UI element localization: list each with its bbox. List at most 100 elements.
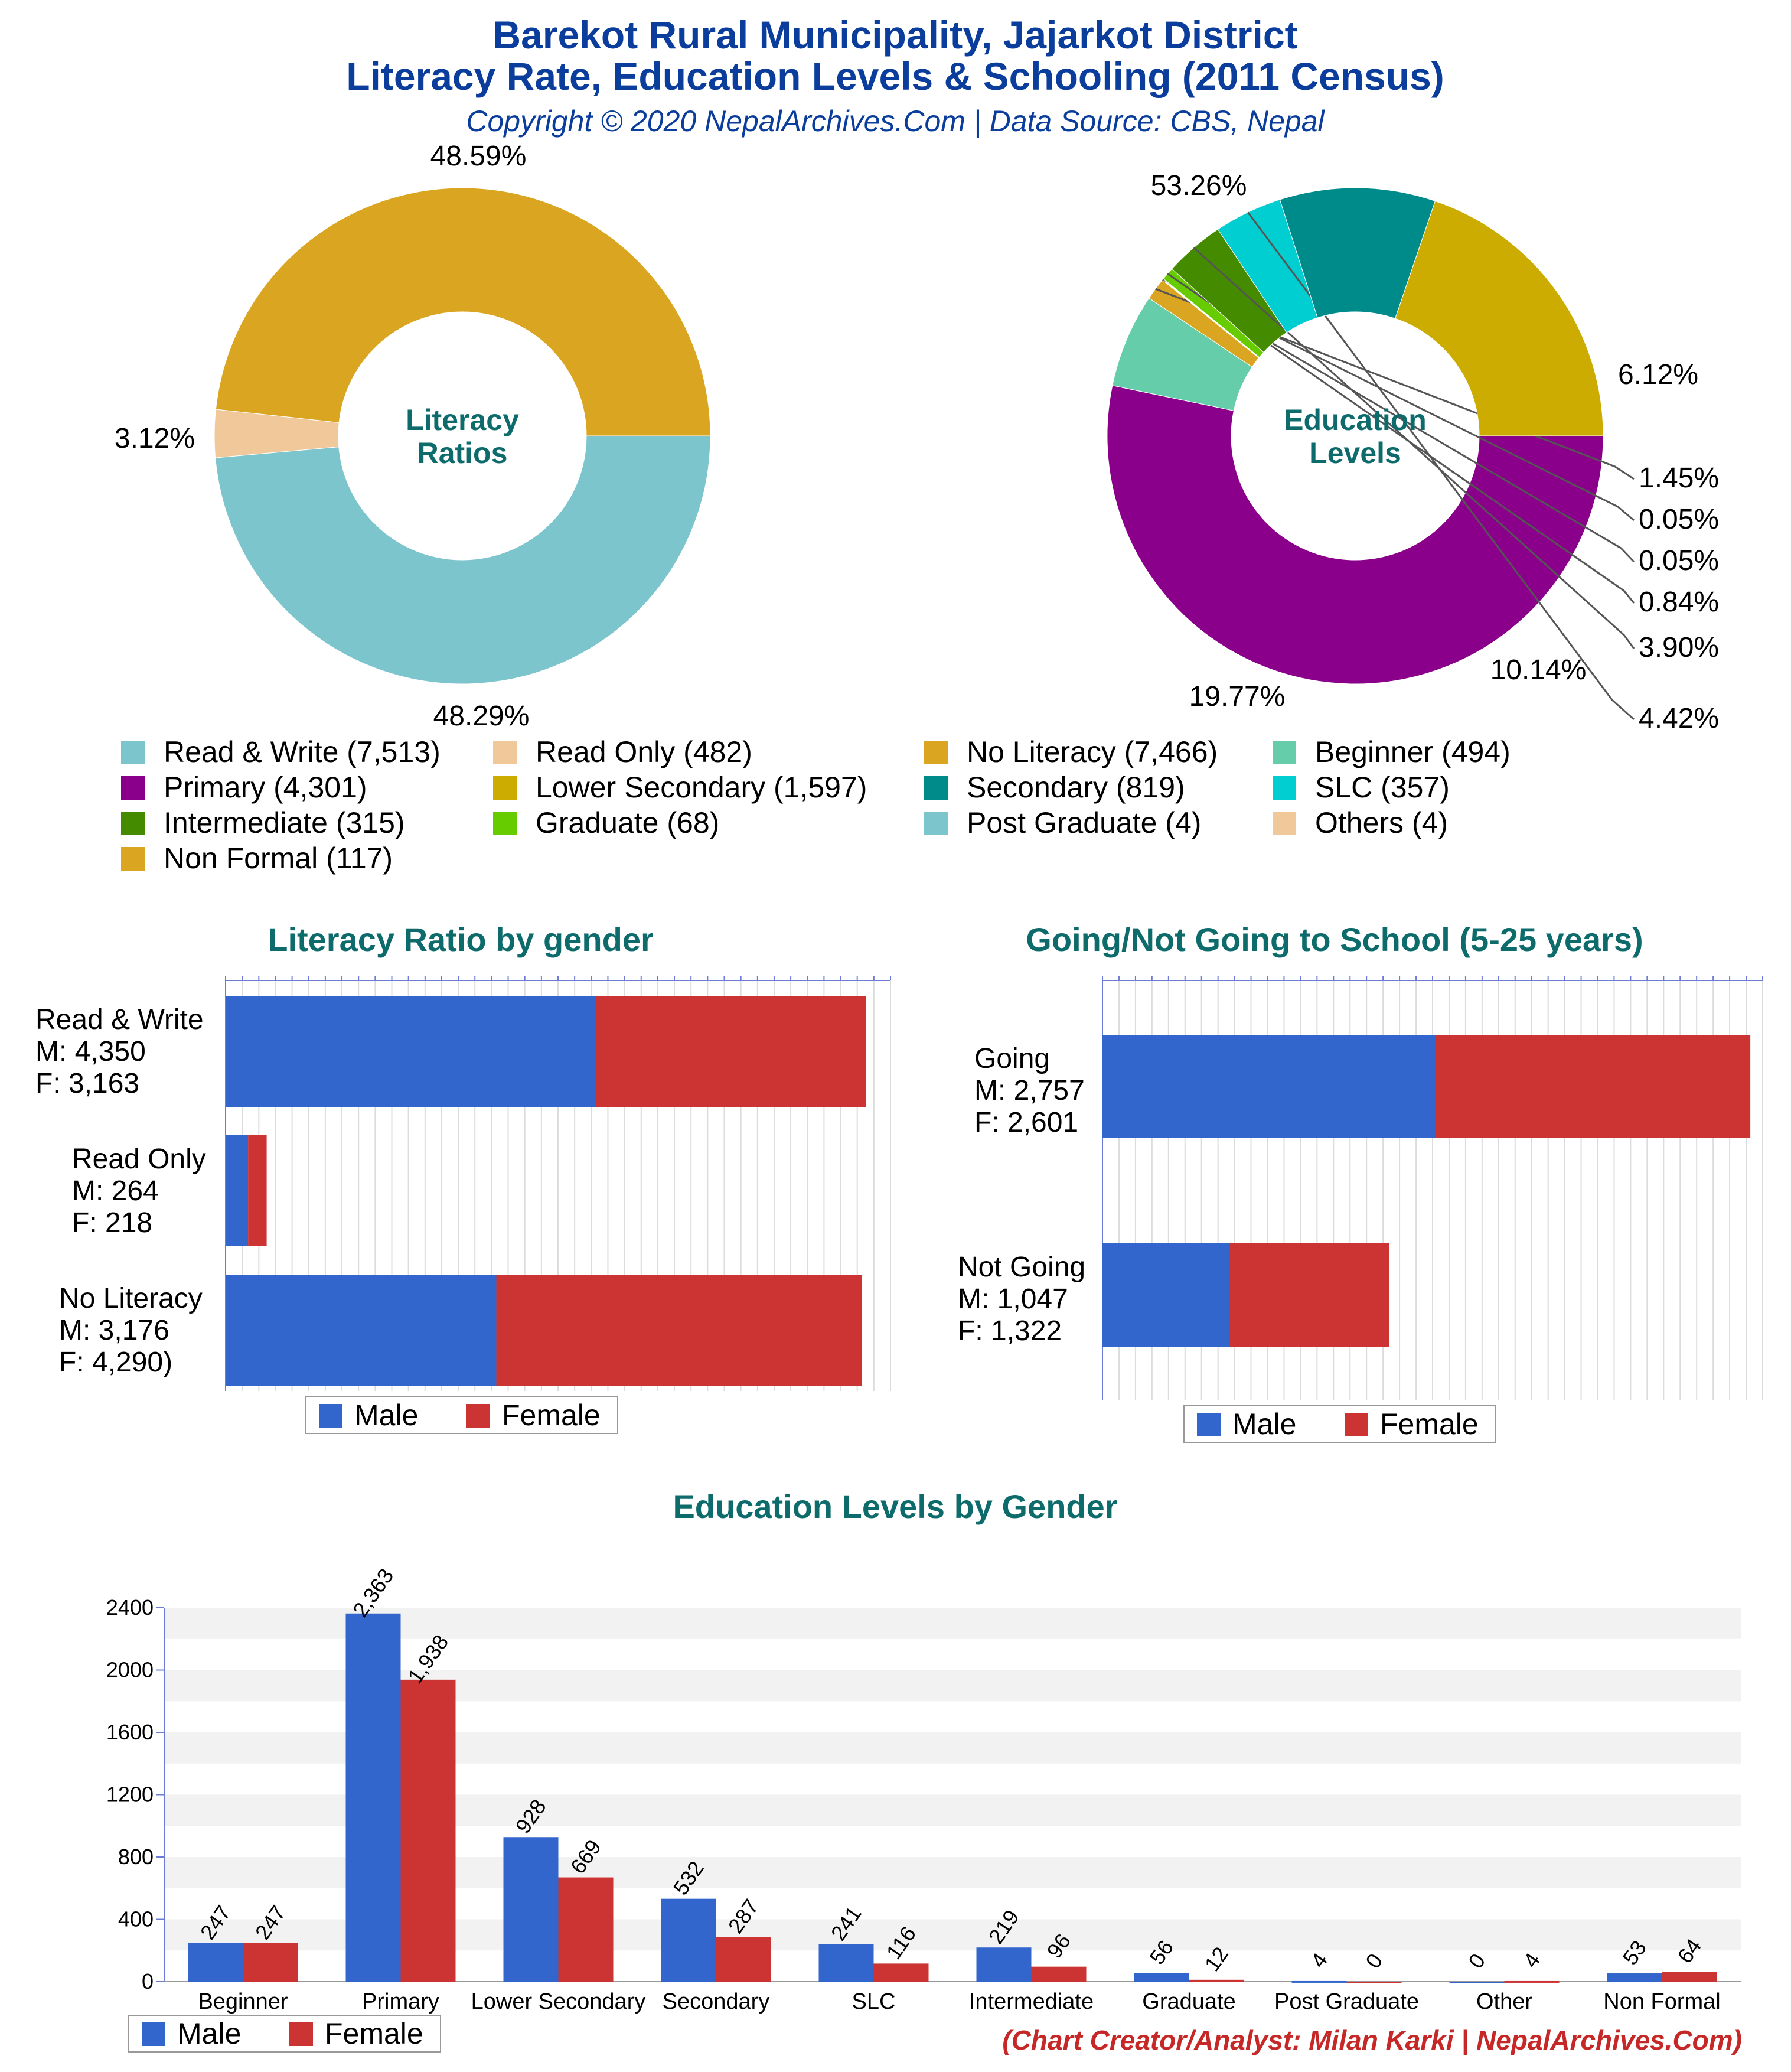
legend-swatch <box>493 776 517 800</box>
legend-swatch <box>924 741 948 764</box>
donut-center-label: Levels <box>1309 436 1401 470</box>
bar-category-label: M: 3,176 <box>59 1315 169 1346</box>
donut-center-label: Literacy <box>406 403 519 436</box>
x-category-label: Intermediate <box>969 1989 1094 2014</box>
bar-male <box>1291 1980 1347 1983</box>
leader-line <box>1162 278 1635 563</box>
percent-label: 3.90% <box>1639 632 1719 663</box>
x-category-label: SLC <box>852 1989 896 2014</box>
bar-category-label: M: 4,350 <box>35 1036 146 1067</box>
bar-female <box>400 1679 456 1982</box>
bar-category-label: No Literacy <box>59 1283 203 1314</box>
y-tick-label: 400 <box>118 1907 154 1931</box>
x-category-label: Primary <box>362 1989 439 2014</box>
bar-category-label: F: 1,322 <box>958 1315 1062 1347</box>
bar-male <box>503 1837 559 1982</box>
bar-female <box>248 1135 267 1246</box>
bar-female <box>596 996 866 1107</box>
legend-swatch <box>1273 776 1296 800</box>
bar-category-label: Going <box>974 1043 1050 1074</box>
bar-male <box>1607 1973 1662 1982</box>
leader-line <box>1167 273 1635 604</box>
legend-label: Primary (4,301) <box>164 771 367 804</box>
legend-box <box>1183 1405 1496 1443</box>
bar-male <box>345 1613 401 1982</box>
education-gender-title: Education Levels by Gender <box>673 1488 1117 1525</box>
bar-category-label: M: 2,757 <box>974 1075 1085 1106</box>
percent-label: 3.12% <box>115 423 195 454</box>
bar-female <box>1229 1243 1389 1347</box>
education-levels-donut: 53.26% 6.12% 1.45% 0.05% 0.05% 0.84% 3.90% 4.42… <box>1107 170 1719 734</box>
legend-male-label: Male <box>354 1399 418 1432</box>
legend-male-label: Male <box>1232 1408 1296 1441</box>
legend-label: Graduate (68) <box>536 806 719 839</box>
donut-slice <box>215 435 711 685</box>
donut-slice <box>1107 385 1604 685</box>
percent-label: 10.14% <box>1490 654 1587 686</box>
legend-swatch-male <box>142 2022 165 2046</box>
donut-center-label: Education <box>1284 403 1427 436</box>
x-category-label: Lower Secondary <box>471 1989 646 2014</box>
percent-label: 0.05% <box>1639 504 1719 535</box>
y-tick-label: 0 <box>142 1969 154 1993</box>
x-category-label: Non Formal <box>1603 1989 1721 2014</box>
leader-line <box>1193 247 1635 649</box>
credit-text: (Chart Creator/Analyst: Milan Karki | Ne… <box>1002 2025 1742 2055</box>
bar-male <box>1134 1973 1189 1982</box>
literacy-gender-title: Literacy Ratio by gender <box>267 921 654 958</box>
bar-female <box>1436 1035 1751 1138</box>
legend-swatch-female <box>466 1404 490 1428</box>
bar-category-label: F: 218 <box>72 1207 152 1239</box>
legend-swatch-female <box>289 2022 313 2046</box>
bar-category-label: Read & Write <box>35 1004 204 1035</box>
bar-male <box>226 1275 497 1386</box>
grid-band <box>164 1608 1741 1639</box>
bar-female <box>496 1275 862 1386</box>
bar-female <box>243 1943 298 1982</box>
page-title-line1: Barekot Rural Municipality, Jajarkot Dis… <box>492 13 1297 57</box>
legend-box <box>305 1396 618 1434</box>
bar-male <box>818 1944 874 1982</box>
page-title-line2: Literacy Rate, Education Levels & School… <box>346 54 1444 98</box>
y-tick-label: 2400 <box>106 1595 154 1620</box>
percent-label: 48.29% <box>433 701 530 732</box>
legend-swatch-male <box>319 1404 342 1428</box>
bar-category-label: Not Going <box>958 1252 1085 1283</box>
bar-male <box>1102 1035 1436 1138</box>
bar-category-label: Read Only <box>72 1143 206 1175</box>
legend-swatch <box>493 812 517 835</box>
x-category-label: Other <box>1476 1989 1532 2014</box>
bar-male <box>226 1135 249 1246</box>
legend-box <box>128 2015 441 2053</box>
legend-swatch <box>121 847 145 871</box>
legend-male-label: Male <box>177 2017 241 2050</box>
percent-label: 0.05% <box>1639 545 1719 576</box>
bar-female <box>1504 1980 1560 1983</box>
bar-female <box>873 1963 929 1982</box>
legend-swatch <box>121 812 145 835</box>
bar-male <box>661 1898 716 1982</box>
legend-label: Beginner (494) <box>1315 735 1511 768</box>
legend-swatch <box>924 776 948 800</box>
x-category-label: Post Graduate <box>1274 1989 1419 2014</box>
percent-label: 0.84% <box>1639 587 1719 618</box>
legend-female-label: Female <box>325 2017 423 2050</box>
legend-swatch <box>493 741 517 764</box>
pie-legend: Read & Write (7,513) Read Only (482) No Li… <box>121 735 1511 875</box>
legend-swatch <box>924 812 948 835</box>
legend-swatch <box>1273 812 1296 835</box>
donut-center-label: Ratios <box>417 436 508 470</box>
bar-category-label: F: 4,290) <box>59 1347 172 1378</box>
bar-category-label: F: 3,163 <box>35 1068 139 1099</box>
bar-female <box>716 1937 771 1982</box>
x-category-label: Graduate <box>1142 1989 1235 2014</box>
y-tick-label: 1600 <box>106 1720 154 1744</box>
legend-label: Intermediate (315) <box>164 806 405 839</box>
y-tick-label: 1200 <box>106 1783 154 1807</box>
bar-female <box>1662 1972 1717 1982</box>
